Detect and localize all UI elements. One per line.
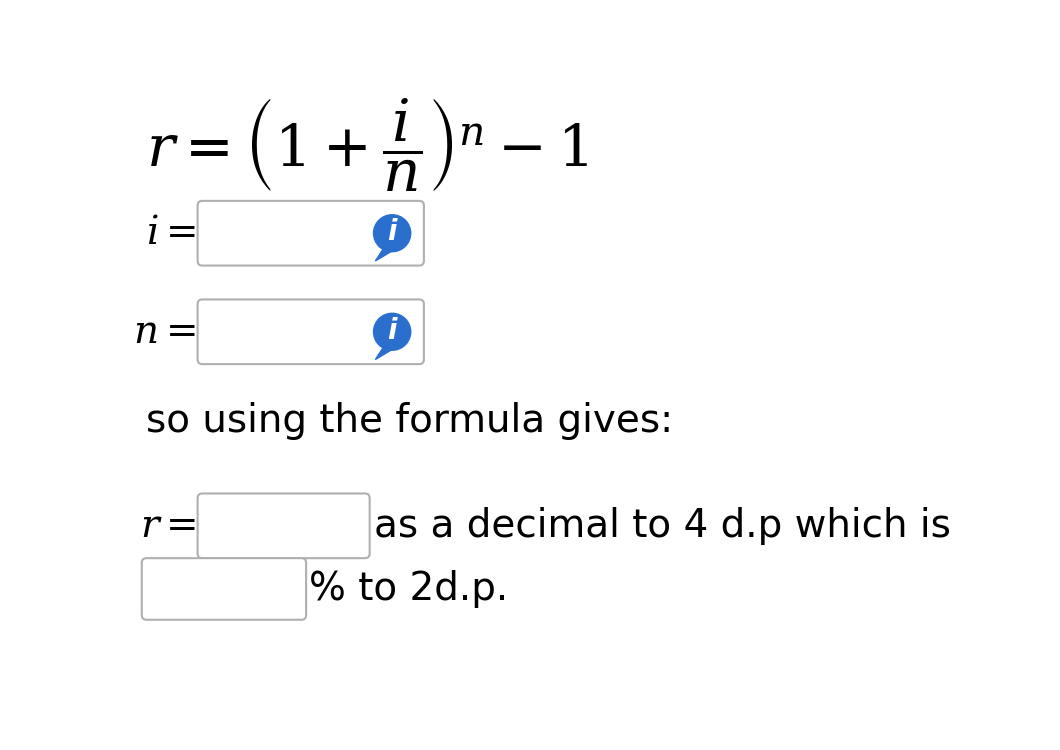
Polygon shape — [375, 344, 394, 359]
FancyBboxPatch shape — [142, 558, 306, 620]
Text: i: i — [387, 218, 396, 247]
Text: $r =$: $r =$ — [140, 507, 196, 544]
Text: i: i — [387, 317, 396, 345]
Circle shape — [373, 314, 410, 350]
Circle shape — [373, 214, 410, 252]
Text: $n =$: $n =$ — [134, 313, 196, 351]
FancyBboxPatch shape — [197, 494, 370, 558]
FancyBboxPatch shape — [197, 299, 424, 364]
Text: as a decimal to 4 d.p which is: as a decimal to 4 d.p which is — [374, 507, 951, 544]
Text: % to 2d.p.: % to 2d.p. — [310, 570, 509, 608]
Polygon shape — [375, 245, 394, 261]
FancyBboxPatch shape — [197, 201, 424, 266]
Text: so using the formula gives:: so using the formula gives: — [146, 402, 673, 440]
Text: $r = \left(1 + \dfrac{i}{n}\right)^{n} - 1$: $r = \left(1 + \dfrac{i}{n}\right)^{n} -… — [146, 97, 589, 194]
Text: $i =$: $i =$ — [145, 214, 196, 252]
